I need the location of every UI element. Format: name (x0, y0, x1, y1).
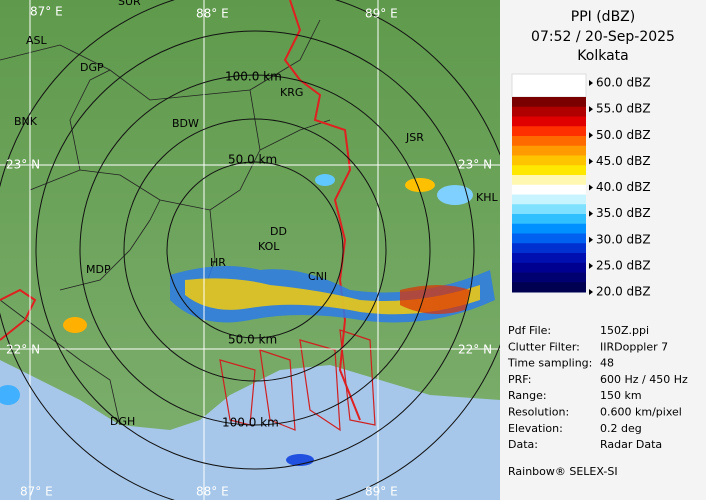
place: DGP (80, 61, 104, 74)
info-value: 0.2 deg (600, 422, 642, 435)
legend-tick (589, 236, 593, 243)
range-label: 100.0 km (222, 416, 279, 430)
info-value: 150Z.ppi (600, 324, 649, 337)
info-value: 0.600 km/pixel (600, 406, 682, 419)
place: BDW (172, 117, 199, 130)
legend-tick (589, 262, 593, 269)
info-key: Data: (508, 438, 538, 451)
place: CNI (308, 270, 327, 283)
range-label: 50.0 km (228, 153, 277, 167)
legend-label: 35.0 dBZ (596, 206, 651, 220)
info-key: PRF: (508, 373, 531, 386)
legend-swatch (512, 233, 586, 244)
legend-label: 55.0 dBZ (596, 102, 651, 116)
legend-swatch (512, 184, 586, 195)
echoes (0, 174, 495, 466)
place: MDP (86, 263, 111, 276)
legend-swatch (512, 145, 586, 156)
legend-swatch (512, 253, 586, 264)
legend-swatch (512, 106, 586, 117)
legend-label: 30.0 dBZ (596, 232, 651, 246)
title: PPI (dBZ) (571, 9, 635, 25)
legend-tick (589, 106, 593, 113)
legend-swatch (512, 223, 586, 234)
legend-label: 40.0 dBZ (596, 180, 651, 194)
legend-swatch (512, 204, 586, 215)
grid-label: 87° E (30, 5, 63, 19)
place: SUR (118, 0, 141, 8)
legend-tick (589, 210, 593, 217)
legend-tick (589, 184, 593, 191)
legend-tick (589, 132, 593, 139)
info-value: 150 km (600, 389, 642, 402)
info-key: Elevation: (508, 422, 563, 435)
legend: 60.0 dBZ 55.0 dBZ 50.0 dBZ 45.0 dBZ 40.0 dBZ… (512, 76, 651, 299)
legend-label: 50.0 dBZ (596, 128, 651, 142)
info-value: IIRDoppler 7 (600, 340, 668, 353)
legend-swatch (512, 282, 586, 293)
info-key: Range: (508, 389, 547, 402)
legend-label: 60.0 dBZ (596, 76, 651, 90)
legend-tick (589, 289, 593, 295)
grid-label: 89° E (365, 7, 398, 21)
legend-swatch (512, 262, 586, 273)
info-key: Pdf File: (508, 324, 551, 337)
legend-swatch (512, 175, 586, 186)
grid-label: 23° N (458, 158, 492, 172)
legend-swatch (512, 194, 586, 205)
map: 87° E 88° E 89° E 23° N 23° N 22° N 22° … (0, 0, 500, 500)
place: DGH (110, 415, 135, 428)
place: KOL (258, 240, 280, 253)
info: Pdf File: 150Z.ppi Clutter Filter: IIRDoppl… (507, 324, 688, 451)
legend-top (511, 73, 587, 98)
grid-label: 22° N (458, 343, 492, 357)
info-key: Time sampling: (507, 357, 592, 370)
title: Kolkata (577, 48, 628, 64)
legend-swatch (512, 272, 586, 283)
grid-label: 87° E (20, 485, 53, 499)
places: SUR ASL DGP BNK BDW KRG JSR MDP HR KOL D… (14, 0, 498, 428)
info-key: Resolution: (508, 406, 569, 419)
place: KHL (476, 191, 498, 204)
legend-label: 45.0 dBZ (596, 154, 651, 168)
info-value: Radar Data (600, 438, 662, 451)
sea (0, 360, 500, 500)
legend-tick (589, 158, 593, 165)
legend-swatch (512, 214, 586, 225)
legend-swatch (512, 97, 586, 108)
grid-label: 88° E (196, 7, 229, 21)
title: 07:52 / 20-Sep-2025 (531, 29, 675, 45)
place: KRG (280, 86, 303, 99)
range-rings (0, 0, 500, 500)
place: DD (270, 225, 287, 238)
place: BNK (14, 115, 38, 128)
grid-label: 89° E (365, 485, 398, 499)
place: ASL (26, 34, 48, 47)
info-value: 600 Hz / 450 Hz (600, 373, 688, 386)
legend-swatch (512, 136, 586, 147)
footer: Rainbow® SELEX-SI (508, 465, 618, 478)
place: HR (210, 256, 226, 269)
place: JSR (405, 131, 424, 144)
legend-swatch (512, 155, 586, 166)
info-value: 48 (600, 357, 614, 370)
borders (0, 19, 331, 426)
legend-label: 20.0 dBZ (596, 285, 651, 299)
state-border (0, 288, 37, 341)
legend-label: 25.0 dBZ (596, 258, 651, 272)
info-key: Clutter Filter: (508, 340, 580, 353)
legend-swatch (512, 116, 586, 127)
grid-label: 23° N (6, 158, 40, 172)
grid-label: 88° E (196, 485, 229, 499)
legend-swatch (512, 243, 586, 254)
grid-label: 22° N (6, 343, 40, 357)
range-label: 100.0 km (225, 70, 282, 84)
graticule (0, 0, 500, 500)
legend-swatch (512, 126, 586, 137)
range-label: 50.0 km (228, 333, 277, 347)
legend-swatch (512, 165, 586, 176)
legend-tick (589, 80, 593, 86)
